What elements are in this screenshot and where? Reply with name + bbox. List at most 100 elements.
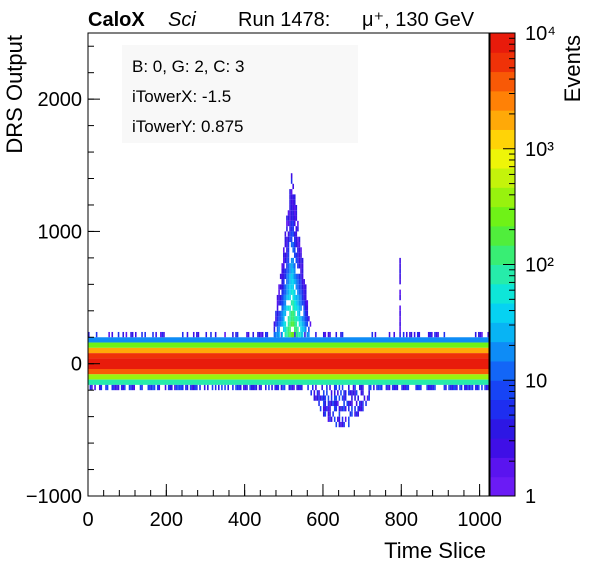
heatmap-cell xyxy=(295,204,298,211)
heatmap-cell xyxy=(284,242,287,248)
heatmap-cell xyxy=(218,384,220,391)
color-bar-segment xyxy=(490,90,515,111)
heatmap-cell xyxy=(327,406,330,412)
heatmap-cell xyxy=(158,384,161,391)
heatmap-cell xyxy=(399,294,401,301)
heatmap-cell xyxy=(437,331,439,338)
heatmap-cell xyxy=(298,300,301,306)
heatmap-cell xyxy=(293,310,296,317)
heatmap-cell xyxy=(316,390,319,396)
heatmap-cell xyxy=(322,411,325,417)
heatmap-cell xyxy=(144,331,146,338)
heatmap-cell xyxy=(284,236,287,243)
heatmap-cell xyxy=(355,400,358,407)
heatmap-cell xyxy=(330,416,333,422)
heatmap-cell xyxy=(297,316,299,322)
heatmap-cell xyxy=(434,331,436,338)
heatmap-cell xyxy=(349,390,352,396)
heatmap-cell xyxy=(211,384,214,391)
x-tick-label: 0 xyxy=(82,509,93,531)
heatmap-cell xyxy=(290,204,293,211)
heatmap-cell xyxy=(287,215,290,221)
heatmap-cell xyxy=(292,331,294,338)
heatmap-cell xyxy=(292,273,294,280)
heatmap-cell xyxy=(399,273,401,280)
heatmap-cell xyxy=(341,416,344,422)
heatmap-cell xyxy=(281,310,284,317)
heatmap-cell xyxy=(434,384,436,391)
heatmap-cell xyxy=(278,316,280,322)
heatmap-cell xyxy=(358,384,361,391)
x-tick-label: 800 xyxy=(385,509,418,531)
z-axis-title: Events xyxy=(560,35,585,102)
heatmap-cell xyxy=(283,300,285,306)
heatmap-cell xyxy=(348,400,350,407)
heatmap-cell xyxy=(301,289,304,295)
heatmap-cell xyxy=(343,390,345,396)
info-line-itowery: iTowerY: 0.875 xyxy=(132,117,244,136)
color-bar-segment xyxy=(490,380,515,401)
experiment-label: CaloX xyxy=(88,9,145,31)
heatmap-cell xyxy=(293,231,296,237)
heatmap-cell xyxy=(292,289,294,295)
heatmap-cell xyxy=(427,331,430,338)
heatmap-cell xyxy=(365,400,367,407)
heatmap-cell xyxy=(289,226,291,232)
heatmap-cell xyxy=(449,384,452,391)
heatmap-cell xyxy=(326,390,328,396)
heatmap-cell xyxy=(290,173,293,179)
heatmap-cell xyxy=(95,331,98,338)
color-bar-segment xyxy=(490,476,515,497)
color-bar-segment xyxy=(490,71,515,92)
heatmap-cell xyxy=(295,284,298,290)
pedestal-band-row xyxy=(88,347,489,354)
heatmap-cell xyxy=(352,384,355,391)
heatmap-cell xyxy=(311,384,314,391)
heatmap-cell xyxy=(164,384,167,391)
heatmap-cell xyxy=(284,231,287,237)
heatmap-cell xyxy=(281,263,284,269)
heatmap-cell xyxy=(341,421,344,428)
heatmap-cell xyxy=(174,384,176,391)
heatmap-cell xyxy=(306,321,309,327)
heatmap-cell xyxy=(443,384,446,391)
heatmap-cell xyxy=(293,305,296,311)
heatmap-cell xyxy=(286,226,288,232)
heatmap-cell xyxy=(393,384,396,391)
heatmap-cell xyxy=(289,279,291,285)
heatmap-cell xyxy=(287,252,290,258)
heatmap-cell xyxy=(420,384,422,391)
heatmap-cell xyxy=(385,384,388,391)
heatmap-cell xyxy=(278,326,280,332)
heatmap-cell xyxy=(227,384,229,391)
heatmap-cell xyxy=(273,321,276,327)
heatmap-cell xyxy=(418,331,421,338)
heatmap-cell xyxy=(279,294,282,301)
heatmap-cell xyxy=(290,189,293,195)
heatmap-cell xyxy=(321,395,323,401)
heatmap-cell xyxy=(399,279,401,285)
z-tick-label: 10² xyxy=(525,255,554,277)
heatmap-cell xyxy=(293,316,296,322)
heatmap-cell xyxy=(410,331,413,338)
heatmap-cell xyxy=(279,300,282,306)
heatmap-cell xyxy=(307,384,309,391)
heatmap-cell xyxy=(471,384,474,391)
heatmap-cell xyxy=(318,395,320,401)
heatmap-cell xyxy=(289,326,291,332)
heatmap-cell xyxy=(335,400,338,407)
heatmap-cell xyxy=(283,310,285,317)
heatmap-cell xyxy=(286,294,288,301)
heatmap-cell xyxy=(283,326,285,332)
heatmap-cell xyxy=(239,384,242,391)
heatmap-cell xyxy=(281,284,284,290)
heatmap-cell xyxy=(214,331,217,338)
heatmap-cell xyxy=(295,257,298,264)
heatmap-cell xyxy=(487,384,489,391)
heatmap-cell xyxy=(399,289,401,295)
heatmap-cell xyxy=(402,331,405,338)
heatmap-cell xyxy=(467,384,469,391)
heatmap-cell xyxy=(293,252,296,258)
heatmap-cell xyxy=(160,331,162,338)
